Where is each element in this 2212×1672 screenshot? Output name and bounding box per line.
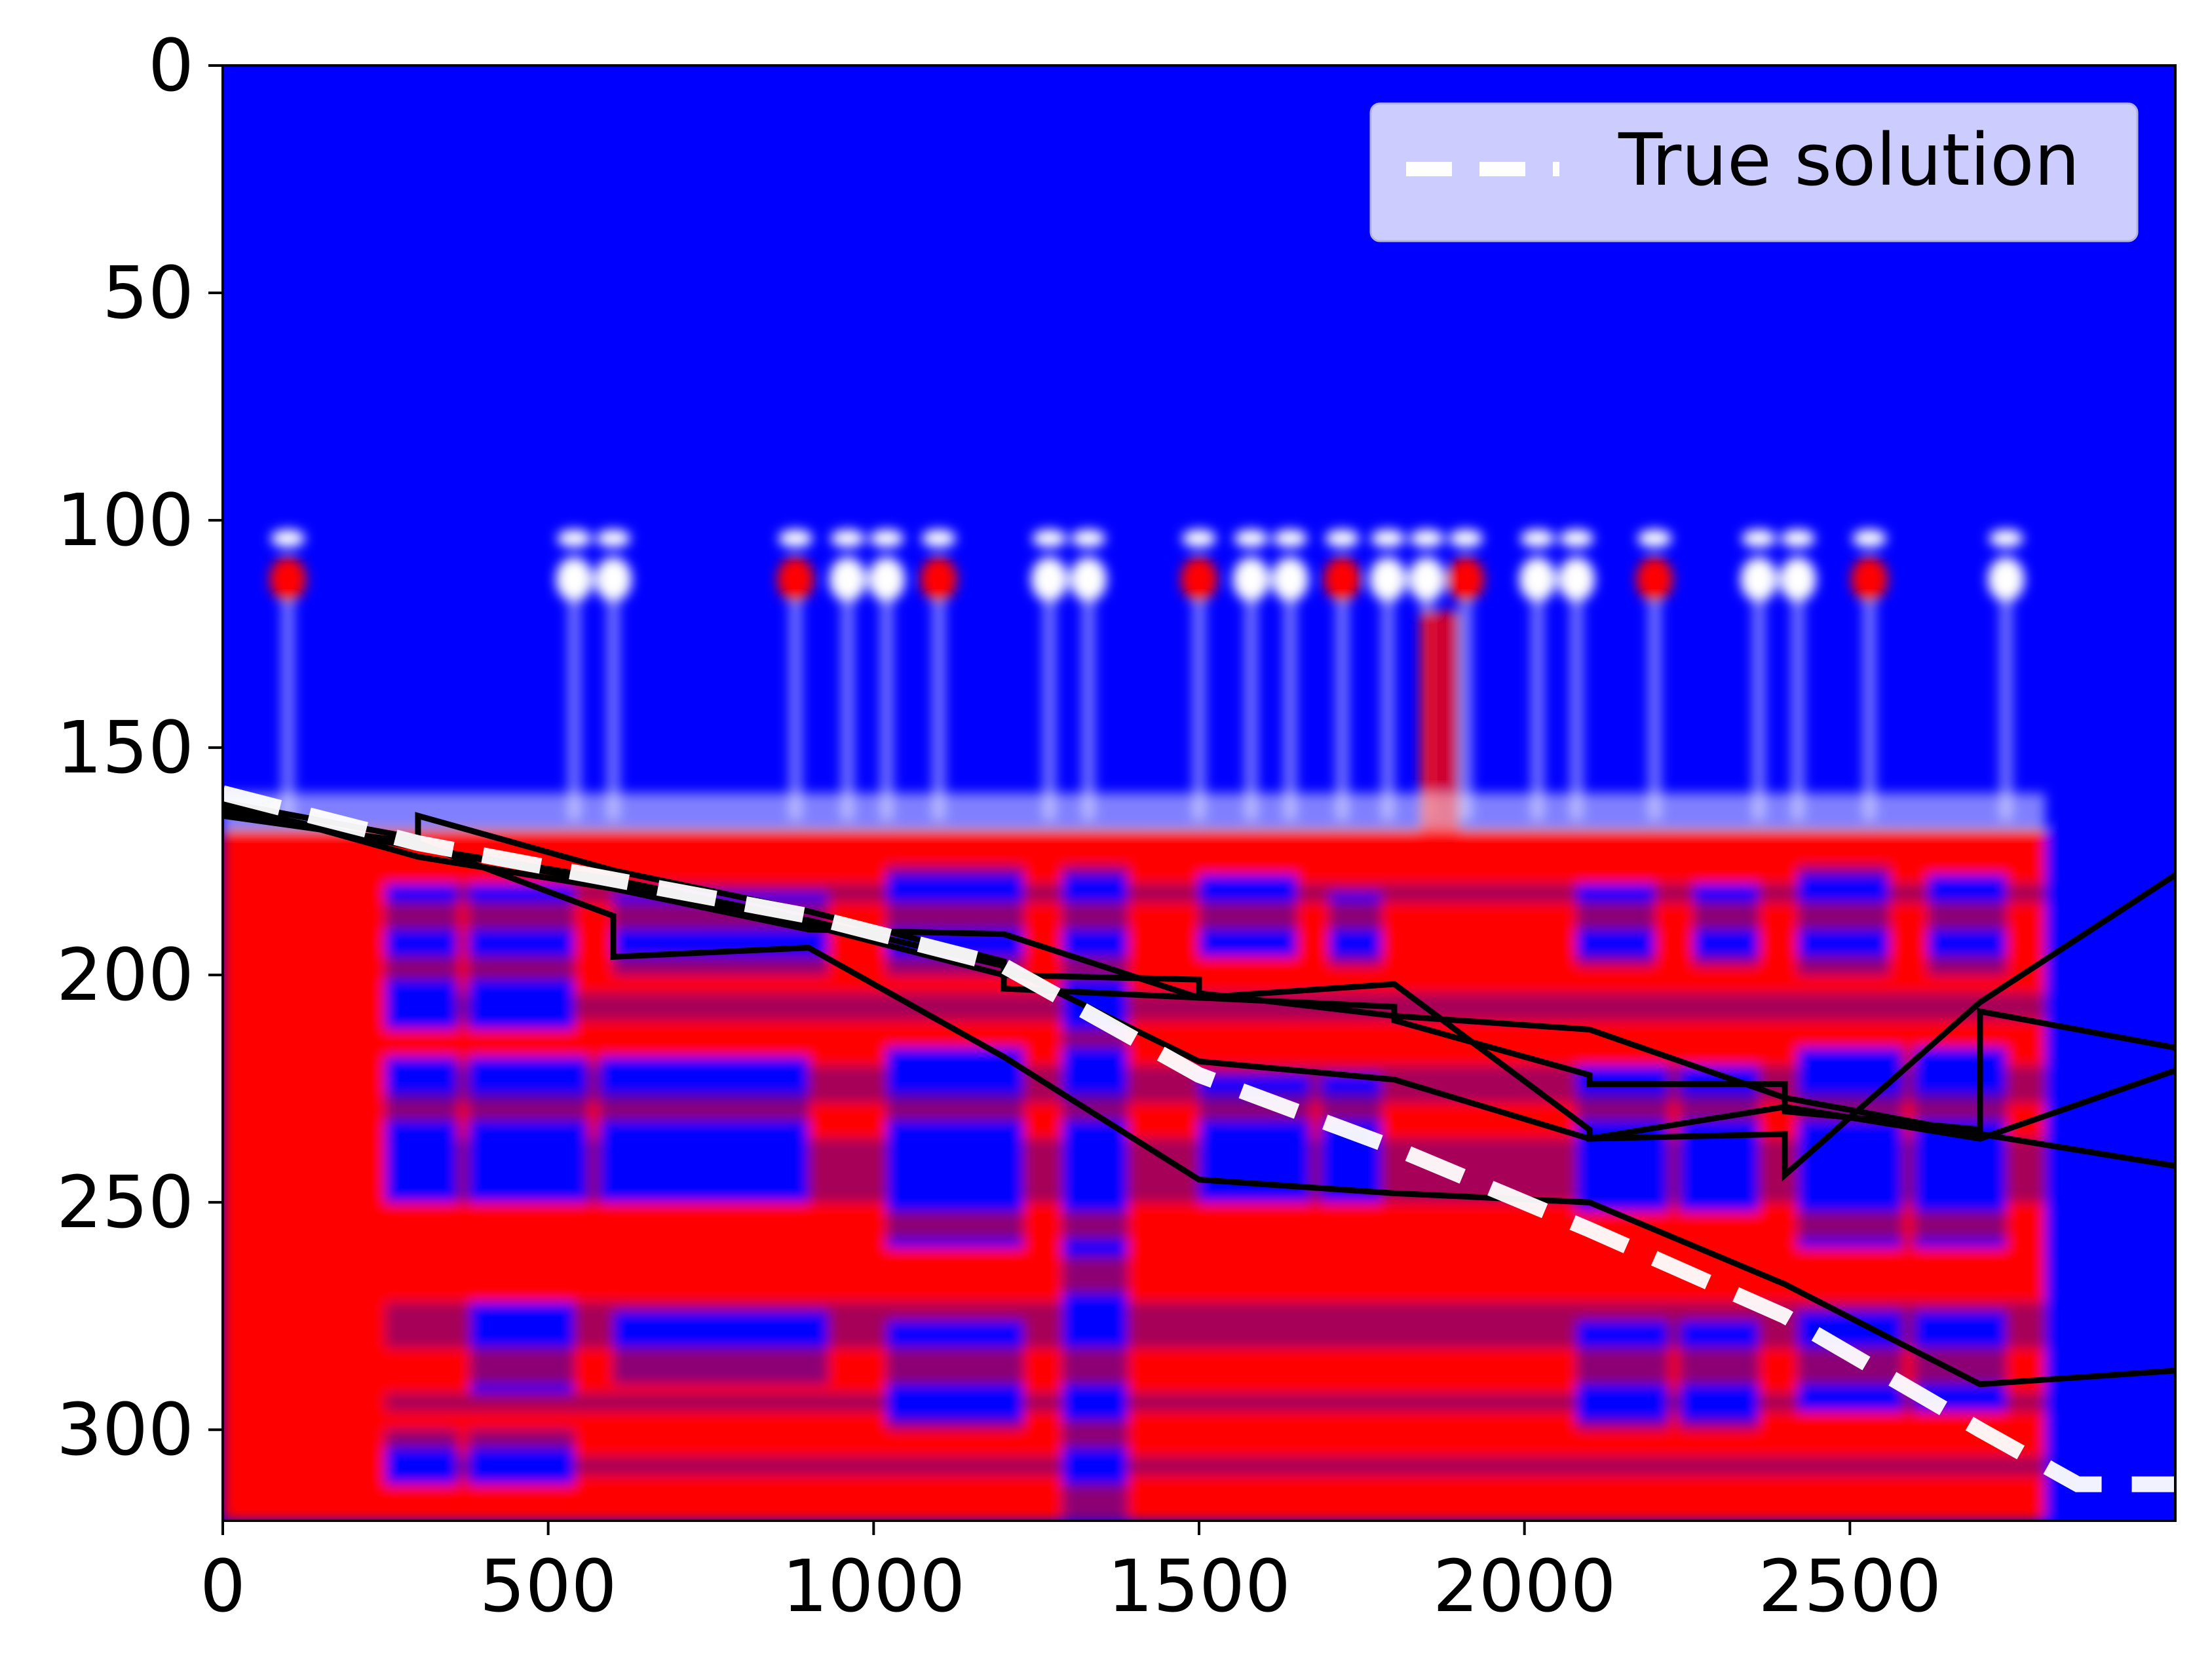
y-tick-label: 100: [56, 478, 194, 562]
plot-area: [223, 66, 2175, 1521]
y-tick-label: 0: [148, 24, 194, 107]
y-tick-label: 200: [56, 933, 194, 1017]
x-axis: 0 500 1000 1500 2000 2500: [200, 1521, 1941, 1628]
x-tick-label: 500: [480, 1544, 617, 1628]
y-tick-label: 300: [56, 1388, 194, 1472]
y-axis: 0 50 100 150 200 250 300: [56, 24, 223, 1472]
legend: True solution: [1371, 104, 2137, 241]
x-tick-label: 2000: [1433, 1544, 1616, 1628]
y-tick-label: 250: [56, 1160, 194, 1244]
y-tick-label: 150: [56, 706, 194, 789]
x-tick-label: 2500: [1758, 1544, 1941, 1628]
x-tick-label: 1500: [1107, 1544, 1291, 1628]
x-tick-label: 1000: [782, 1544, 965, 1628]
x-tick-label: 0: [200, 1544, 246, 1628]
legend-label-true-solution: True solution: [1618, 118, 2080, 202]
y-tick-label: 50: [102, 251, 194, 335]
